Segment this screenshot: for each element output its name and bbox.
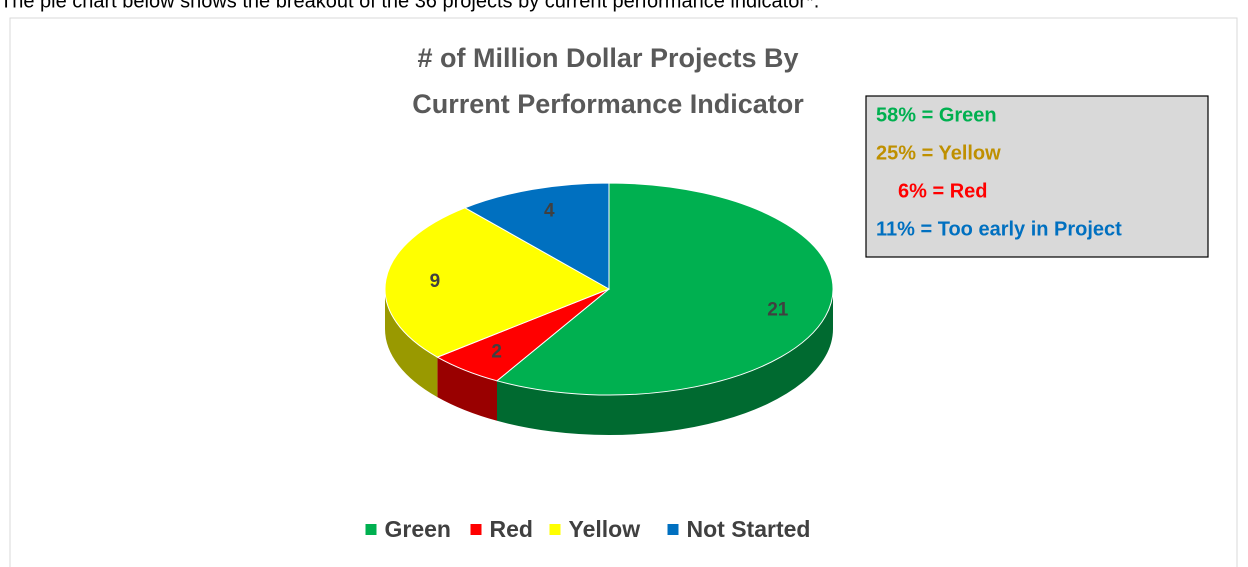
pie-slice-side	[437, 357, 497, 421]
pie-slice-side	[497, 289, 833, 436]
annotation: 11% = Too early in Project	[876, 218, 1122, 240]
pie-slice	[495, 182, 834, 396]
data-label: 2	[491, 341, 502, 362]
pie-slice-side	[385, 289, 438, 398]
annotation-box	[865, 95, 1209, 258]
legend-swatch	[667, 524, 679, 535]
legend-label: Not Started	[687, 516, 811, 542]
legend-label: Yellow	[569, 516, 641, 542]
legend-label: Green	[385, 516, 451, 542]
legend: Green Red Yellow Not Started	[365, 516, 811, 542]
chart-title: Current Performance Indicator	[412, 89, 804, 119]
data-label: 4	[544, 200, 555, 221]
legend-swatch	[470, 524, 482, 535]
legend-swatch	[365, 524, 377, 535]
chart-title: # of Million Dollar Projects By	[417, 43, 798, 73]
data-label: 9	[430, 271, 441, 292]
annotation: 25% = Yellow	[876, 142, 1001, 164]
legend-label: Red	[490, 516, 533, 542]
data-label: 21	[767, 299, 789, 320]
legend-swatch	[549, 524, 561, 535]
pie: 21 2 9 4	[384, 182, 834, 436]
annotation: 58% = Green	[876, 104, 997, 126]
pie-slice	[384, 207, 611, 358]
intro-text: The pie chart below shows the breakout o…	[0, 0, 819, 12]
pie-slice	[463, 182, 610, 290]
annotation: 6% = Red	[898, 180, 987, 202]
